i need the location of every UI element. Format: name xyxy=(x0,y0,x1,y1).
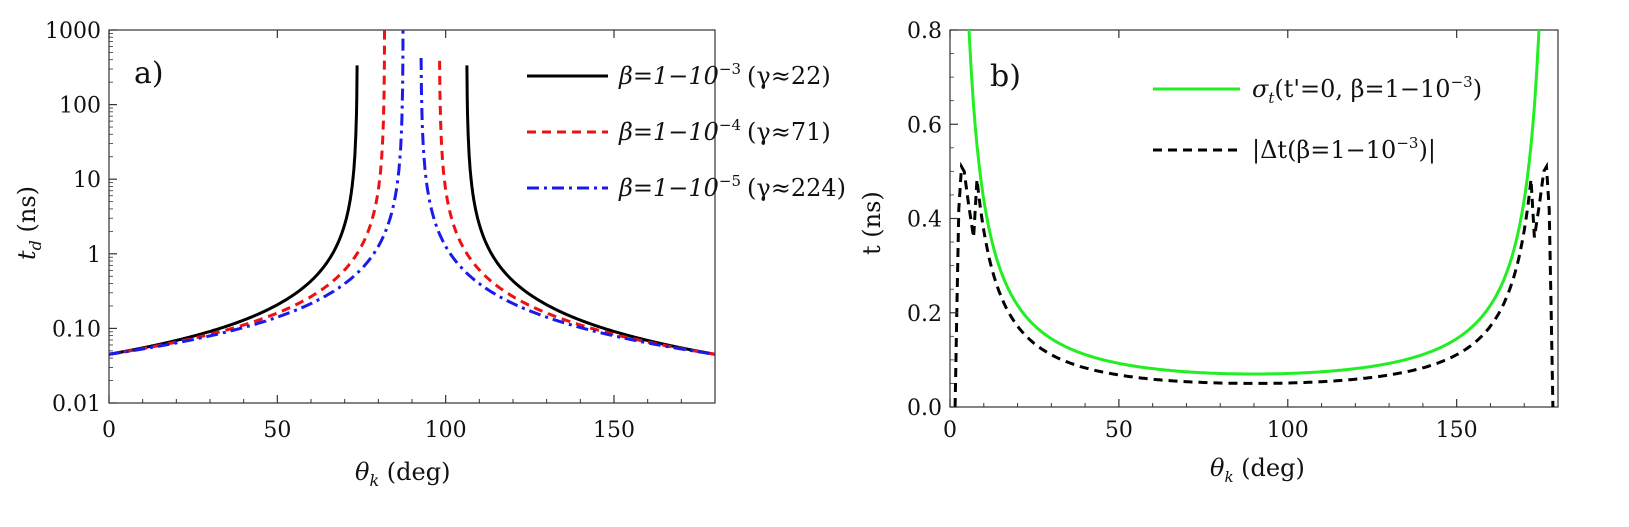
x-tick-label-a: 0 xyxy=(102,418,116,443)
series-line-a-2-right xyxy=(419,57,715,356)
panel-b: 0 50 100 150 0.0 0.2 0.4 0.6 0.8 b) θk (deg) t (… xyxy=(858,19,1559,486)
x-tick-label-a: 100 xyxy=(425,418,467,443)
y-tick-label-a: 100 xyxy=(59,94,101,119)
series-line-sigma xyxy=(967,30,1541,376)
y-tick-label-a: 1000 xyxy=(45,19,101,44)
y-tick-label-b: 0.2 xyxy=(907,302,942,327)
series-line-a-1-left xyxy=(109,30,387,356)
y-tick-label-a: 1 xyxy=(87,243,101,268)
x-tick-label-b: 50 xyxy=(1105,418,1133,443)
y-axis-label-b: t (ns) xyxy=(858,191,886,255)
x-tick-label-b: 150 xyxy=(1436,418,1478,443)
legend-label-beta4: β=1−10−4 (γ≈71) xyxy=(618,116,831,146)
x-tick-label-b: 0 xyxy=(943,418,957,443)
y-tick-label-a: 0.10 xyxy=(52,317,101,342)
legend-a: β=1−10−3 (γ≈22) β=1−10−4 (γ≈71) β=1−10−5 (γ… xyxy=(527,60,846,202)
series-line-a-2-left xyxy=(109,30,405,356)
panel-label-a: a) xyxy=(134,56,164,91)
x-axis-label-b: θk (deg) xyxy=(1210,454,1305,486)
x-tick-label-b: 100 xyxy=(1267,418,1309,443)
legend-label-beta3: β=1−10−3 (γ≈22) xyxy=(618,60,831,90)
legend-label-beta5: β=1−10−5 (γ≈224) xyxy=(618,172,846,202)
y-tick-label-b: 0.4 xyxy=(907,208,942,233)
y-tick-label-a: 10 xyxy=(73,168,101,193)
x-tick-label-a: 50 xyxy=(263,418,291,443)
legend-b: σt(t'=0, β=1−10−3) |Δt(β=1−10−3)| xyxy=(1153,73,1482,165)
y-tick-label-b: 0.6 xyxy=(907,113,942,138)
series-line-a-1-right xyxy=(438,60,715,356)
series-line-a-0-right xyxy=(465,65,715,356)
x-axis-label-a: θk (deg) xyxy=(355,458,450,490)
y-tick-label-b: 0.8 xyxy=(907,19,942,44)
y-tick-label-a: 0.01 xyxy=(52,392,101,417)
y-axis-label-a: td (ns) xyxy=(13,186,45,260)
legend-label-sigma: σt(t'=0, β=1−10−3) xyxy=(1252,73,1482,107)
legend-label-delta: |Δt(β=1−10−3)| xyxy=(1252,134,1436,165)
series-line-a-0-left xyxy=(109,65,359,356)
x-tick-label-a: 150 xyxy=(593,418,635,443)
panel-label-b: b) xyxy=(990,59,1021,94)
y-tick-label-b: 0.0 xyxy=(907,396,942,421)
series-line-delta-t xyxy=(953,161,1555,407)
